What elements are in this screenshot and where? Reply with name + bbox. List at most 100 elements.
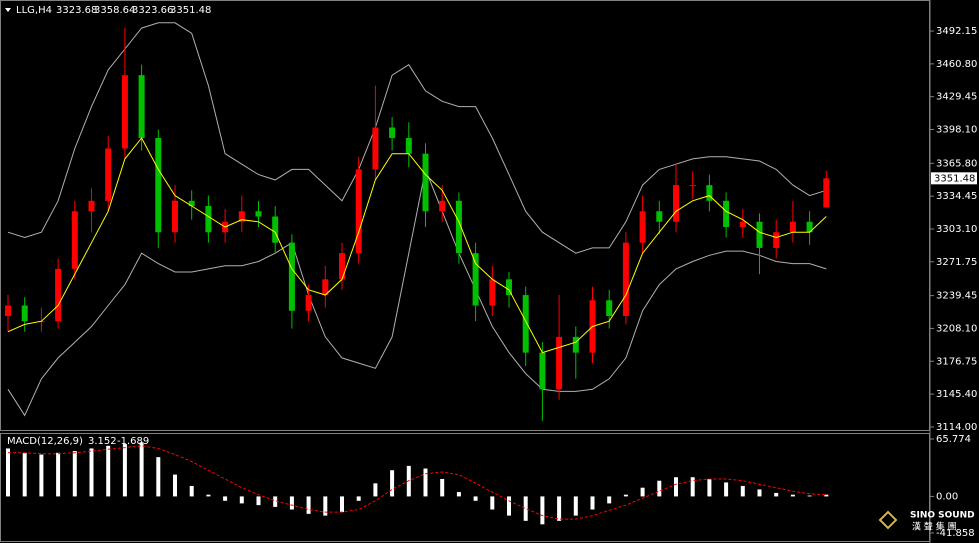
macd-bar [289, 496, 294, 510]
macd-bar [540, 496, 545, 525]
macd-bar [674, 477, 678, 497]
candle-body [656, 211, 663, 222]
logo-icon [878, 510, 898, 530]
symbol: LLG,H4 [16, 5, 52, 16]
y-tick-label: -41.858 [936, 528, 975, 539]
macd-bar [456, 492, 461, 497]
macd-bar [473, 496, 478, 501]
macd-bar [340, 496, 344, 513]
macd-bar [824, 494, 829, 497]
macd-bar [623, 494, 628, 497]
candle-body [606, 300, 613, 316]
macd-name: MACD(12,26,9) [7, 436, 83, 447]
macd-bar [690, 477, 695, 497]
y-tick-label: 3334.45 [936, 191, 977, 202]
candle-body [405, 137, 412, 154]
y-tick-label: 0.00 [936, 491, 958, 502]
ohlc-value: 3358.64 [94, 5, 135, 16]
y-tick-label: 3176.75 [936, 356, 977, 367]
macd-bar [423, 468, 428, 497]
macd-bar [72, 451, 77, 497]
candle-body [539, 352, 546, 390]
y-tick-label: 3271.75 [936, 257, 977, 268]
macd-bar [273, 496, 278, 507]
macd-bar [590, 496, 595, 510]
candle-body [138, 75, 145, 138]
y-tick-label: 3114.00 [936, 422, 977, 433]
y-tick-label: 3208.10 [936, 323, 977, 334]
candle-body [188, 200, 195, 207]
macd-bar [306, 496, 311, 514]
macd-bar [807, 495, 812, 497]
candle-body [205, 206, 212, 233]
candle-body [272, 216, 279, 243]
candle-body [472, 253, 479, 306]
candle-body [789, 221, 796, 233]
macd-bar [189, 485, 194, 497]
macd-bar [89, 448, 94, 497]
last-price-label: 3351.48 [934, 173, 975, 184]
upper-band [7, 22, 827, 254]
candle-body [689, 185, 696, 187]
candle-body [5, 305, 11, 316]
macd-bar [239, 496, 244, 504]
y-tick-label: 3492.15 [936, 26, 977, 37]
macd-bar [139, 442, 144, 497]
candle-body [55, 268, 62, 322]
candle-body [121, 75, 128, 149]
macd-bar [156, 457, 161, 497]
candle-body [355, 169, 362, 254]
candle-body [238, 211, 245, 222]
candle-body [339, 253, 345, 280]
candle-body [572, 336, 579, 353]
y-tick-label: 3145.40 [936, 389, 977, 400]
candle-body [422, 153, 429, 212]
candle-body [556, 336, 563, 390]
macd-bar [106, 445, 111, 497]
y-tick-label: 65.774 [936, 434, 971, 445]
candle-body [172, 200, 178, 233]
macd-bar [6, 448, 10, 497]
macd-bar [740, 485, 745, 497]
macd-bar [757, 489, 762, 497]
macd-signal-line [8, 445, 827, 520]
macd-bar [507, 496, 511, 516]
macd-bar [390, 470, 395, 497]
macd-bar [56, 452, 61, 497]
y-tick-label: 3460.80 [936, 59, 977, 70]
macd-bar [640, 487, 645, 497]
macd-bar [173, 474, 177, 497]
candle-body [322, 279, 329, 296]
candle-body [38, 321, 45, 323]
ohlc-value: 3323.66 [132, 5, 173, 16]
candle-body [71, 211, 78, 269]
macd-bar [573, 496, 578, 516]
candle-body [88, 200, 95, 212]
macd-bar [490, 496, 495, 510]
candle-body [706, 185, 713, 201]
macd-bar [557, 496, 562, 521]
candle-body [21, 305, 28, 322]
macd-bar [774, 492, 779, 497]
y-tick-label: 3303.10 [936, 224, 977, 235]
candle-body [823, 178, 830, 208]
macd-bar [223, 496, 228, 501]
candle-body [806, 221, 813, 233]
menu-arrow[interactable] [5, 8, 11, 12]
candle-body [489, 279, 496, 306]
lower-band [7, 167, 827, 417]
macd-bar [607, 496, 612, 504]
candle-body [773, 232, 780, 248]
logo-chinese: 漢 聲 集 團 [912, 521, 957, 533]
y-tick-label: 3429.45 [936, 92, 977, 103]
candle-body [756, 221, 763, 248]
candle-body [439, 200, 446, 212]
candle-body [372, 127, 379, 170]
candle-body [155, 137, 162, 233]
main-frame [0, 0, 930, 431]
macd-bar [356, 496, 361, 501]
macd-bar [790, 494, 795, 497]
moving-average [7, 137, 827, 354]
candle-body [639, 211, 646, 243]
candle-body [389, 127, 396, 138]
